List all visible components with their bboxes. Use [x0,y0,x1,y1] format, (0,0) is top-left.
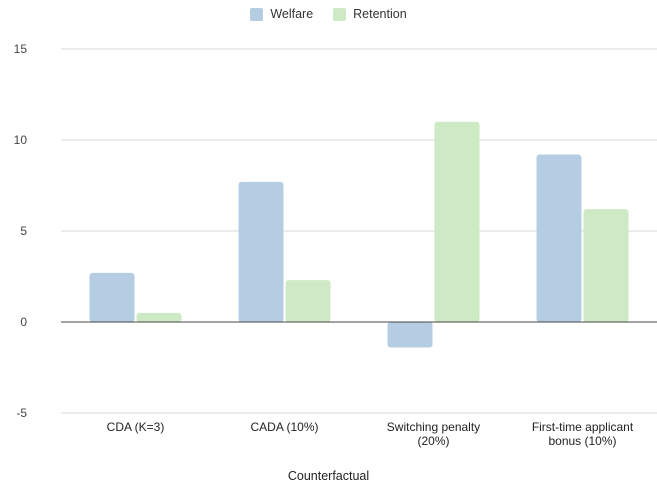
bar-retention-0 [136,312,182,322]
y-tick-label: 0 [20,315,27,329]
legend-item-welfare: Welfare [250,7,313,21]
legend: Welfare Retention [0,7,657,21]
bar-welfare-2 [387,322,433,348]
legend-label-retention: Retention [353,7,407,21]
x-tick-label: Switching penalty [387,420,480,434]
legend-label-welfare: Welfare [270,7,314,21]
legend-item-retention: Retention [333,7,407,21]
bar-welfare-0 [89,272,135,322]
bar-retention-2 [434,121,480,322]
legend-swatch-welfare [250,7,264,21]
y-tick-label: 5 [20,224,27,238]
x-tick-label: bonus (10%) [548,434,616,448]
y-tick-label: -5 [16,406,27,420]
bar-welfare-1 [238,181,284,322]
x-tick-label: CADA (10%) [250,420,318,434]
legend-swatch-retention [333,7,347,21]
x-tick-label: First-time applicant [532,420,634,434]
bar-retention-3 [583,209,629,322]
y-tick-label: 15 [14,42,28,56]
bar-welfare-3 [536,154,582,322]
y-tick-label: 10 [14,133,28,147]
x-tick-label: CDA (K=3) [107,420,165,434]
x-axis-title: Counterfactual [287,469,370,483]
bar-retention-1 [285,280,331,322]
x-tick-label: (20%) [417,434,449,448]
